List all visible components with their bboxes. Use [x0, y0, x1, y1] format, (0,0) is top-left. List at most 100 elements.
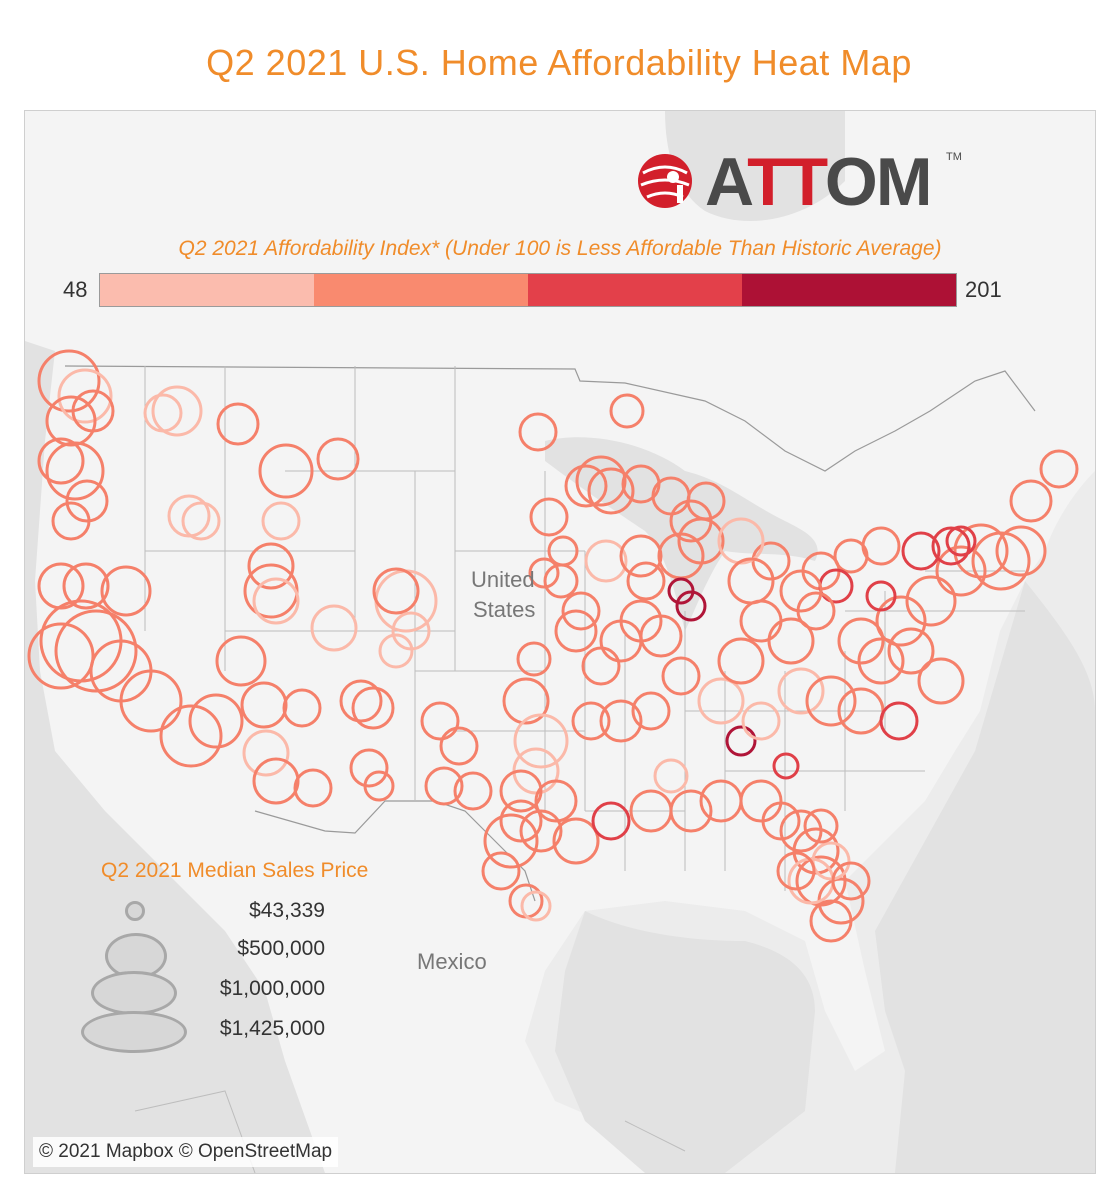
- price-marker[interactable]: [57, 368, 113, 424]
- price-marker[interactable]: [316, 437, 360, 481]
- price-marker[interactable]: [534, 779, 578, 823]
- price-marker[interactable]: [520, 890, 552, 922]
- price-marker[interactable]: [739, 779, 783, 823]
- price-marker[interactable]: [420, 701, 460, 741]
- price-marker[interactable]: [651, 476, 691, 516]
- price-marker[interactable]: [143, 393, 183, 433]
- price-marker[interactable]: [931, 526, 971, 566]
- map-view[interactable]: ATTOM TM Q2 2021 Affordability Index* (U…: [24, 110, 1096, 1174]
- price-marker[interactable]: [499, 799, 543, 843]
- price-marker[interactable]: [631, 691, 671, 731]
- price-marker[interactable]: [571, 701, 611, 741]
- price-marker[interactable]: [1009, 479, 1053, 523]
- price-marker[interactable]: [741, 701, 781, 741]
- price-marker[interactable]: [518, 412, 558, 452]
- price-marker[interactable]: [247, 542, 295, 590]
- price-marker[interactable]: [697, 677, 745, 725]
- price-marker[interactable]: [528, 557, 560, 589]
- price-marker[interactable]: [37, 349, 101, 413]
- price-marker[interactable]: [599, 699, 643, 743]
- price-marker[interactable]: [363, 770, 395, 802]
- price-marker[interactable]: [483, 813, 539, 869]
- price-marker[interactable]: [378, 633, 414, 669]
- price-marker[interactable]: [45, 441, 105, 501]
- price-marker[interactable]: [252, 757, 300, 805]
- price-marker[interactable]: [1039, 449, 1079, 489]
- price-marker[interactable]: [777, 667, 825, 715]
- price-marker[interactable]: [282, 688, 322, 728]
- price-marker[interactable]: [543, 563, 579, 599]
- map-attribution[interactable]: © 2021 Mapbox © OpenStreetMap: [33, 1137, 339, 1167]
- price-marker[interactable]: [261, 501, 301, 541]
- price-marker[interactable]: [995, 525, 1047, 577]
- price-marker[interactable]: [519, 809, 563, 853]
- price-marker[interactable]: [809, 899, 853, 943]
- price-marker[interactable]: [837, 617, 885, 665]
- price-marker[interactable]: [584, 539, 628, 583]
- price-marker[interactable]: [831, 861, 871, 901]
- price-marker[interactable]: [803, 808, 839, 844]
- price-marker[interactable]: [626, 561, 666, 601]
- price-marker[interactable]: [159, 704, 223, 768]
- price-marker[interactable]: [619, 599, 663, 643]
- price-marker[interactable]: [591, 801, 631, 841]
- price-marker[interactable]: [575, 455, 627, 507]
- price-marker[interactable]: [151, 385, 203, 437]
- price-marker[interactable]: [339, 679, 383, 723]
- price-marker[interactable]: [100, 565, 152, 617]
- price-marker[interactable]: [216, 402, 260, 446]
- price-marker[interactable]: [252, 577, 300, 625]
- price-marker[interactable]: [675, 590, 707, 622]
- price-marker[interactable]: [865, 580, 897, 612]
- price-marker[interactable]: [258, 443, 314, 499]
- price-marker[interactable]: [619, 534, 663, 578]
- price-marker[interactable]: [242, 729, 290, 777]
- price-marker[interactable]: [901, 531, 941, 571]
- price-marker[interactable]: [818, 568, 854, 604]
- price-marker[interactable]: [516, 641, 552, 677]
- price-marker[interactable]: [779, 569, 823, 613]
- price-marker[interactable]: [372, 567, 420, 615]
- price-marker[interactable]: [727, 557, 775, 605]
- price-marker[interactable]: [51, 501, 91, 541]
- price-marker[interactable]: [661, 656, 701, 696]
- price-marker[interactable]: [439, 726, 479, 766]
- price-marker[interactable]: [833, 538, 869, 574]
- price-marker[interactable]: [725, 725, 757, 757]
- price-marker[interactable]: [739, 599, 783, 643]
- price-marker[interactable]: [424, 766, 464, 806]
- price-marker[interactable]: [513, 713, 569, 769]
- price-marker[interactable]: [293, 768, 333, 808]
- price-marker[interactable]: [717, 517, 765, 565]
- price-marker[interactable]: [499, 769, 543, 813]
- price-marker[interactable]: [581, 646, 621, 686]
- price-marker[interactable]: [119, 669, 183, 733]
- price-marker[interactable]: [953, 523, 1009, 579]
- price-marker[interactable]: [879, 701, 919, 741]
- price-marker[interactable]: [875, 595, 927, 647]
- price-marker[interactable]: [62, 562, 110, 610]
- price-marker[interactable]: [65, 479, 109, 523]
- price-marker[interactable]: [529, 497, 569, 537]
- price-marker[interactable]: [561, 591, 601, 631]
- price-marker[interactable]: [971, 531, 1031, 591]
- price-marker[interactable]: [37, 437, 85, 485]
- price-marker[interactable]: [887, 627, 935, 675]
- price-marker[interactable]: [552, 817, 600, 865]
- price-marker[interactable]: [349, 748, 389, 788]
- price-marker[interactable]: [657, 532, 705, 580]
- price-marker[interactable]: [795, 855, 847, 907]
- price-marker[interactable]: [554, 609, 598, 653]
- price-marker[interactable]: [508, 883, 544, 919]
- price-marker[interactable]: [351, 686, 395, 730]
- price-marker[interactable]: [857, 637, 905, 685]
- price-marker[interactable]: [481, 851, 521, 891]
- price-marker[interactable]: [653, 758, 689, 794]
- price-marker[interactable]: [796, 591, 836, 631]
- price-marker[interactable]: [243, 563, 299, 619]
- price-marker[interactable]: [54, 609, 138, 693]
- price-marker[interactable]: [761, 801, 801, 841]
- price-marker[interactable]: [805, 675, 857, 727]
- price-marker[interactable]: [629, 789, 673, 833]
- price-marker[interactable]: [453, 771, 493, 811]
